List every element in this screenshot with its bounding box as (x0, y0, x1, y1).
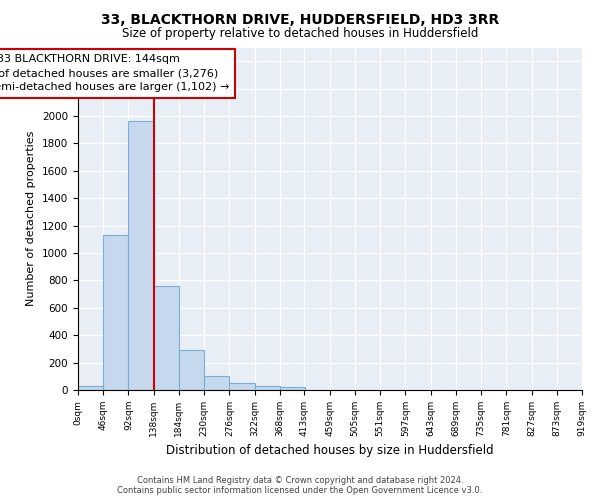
Bar (204, 376, 229, 390)
Text: Size of property relative to detached houses in Huddersfield: Size of property relative to detached ho… (122, 28, 478, 40)
Bar (78, 386, 103, 390)
Bar (103, 235, 128, 390)
Bar (179, 350, 204, 390)
Text: 33 BLACKTHORN DRIVE: 144sqm
← 74% of detached houses are smaller (3,276)
25% of : 33 BLACKTHORN DRIVE: 144sqm ← 74% of det… (0, 54, 230, 92)
X-axis label: Distribution of detached houses by size in Huddersfield: Distribution of detached houses by size … (166, 444, 494, 458)
Bar (229, 383, 254, 390)
Bar (254, 386, 280, 390)
Bar (128, 122, 154, 390)
Bar (280, 388, 305, 390)
Text: 33, BLACKTHORN DRIVE, HUDDERSFIELD, HD3 3RR: 33, BLACKTHORN DRIVE, HUDDERSFIELD, HD3 … (101, 12, 499, 26)
Y-axis label: Number of detached properties: Number of detached properties (26, 131, 37, 306)
Text: Contains HM Land Registry data © Crown copyright and database right 2024.
Contai: Contains HM Land Registry data © Crown c… (118, 476, 482, 495)
Bar (154, 286, 179, 390)
